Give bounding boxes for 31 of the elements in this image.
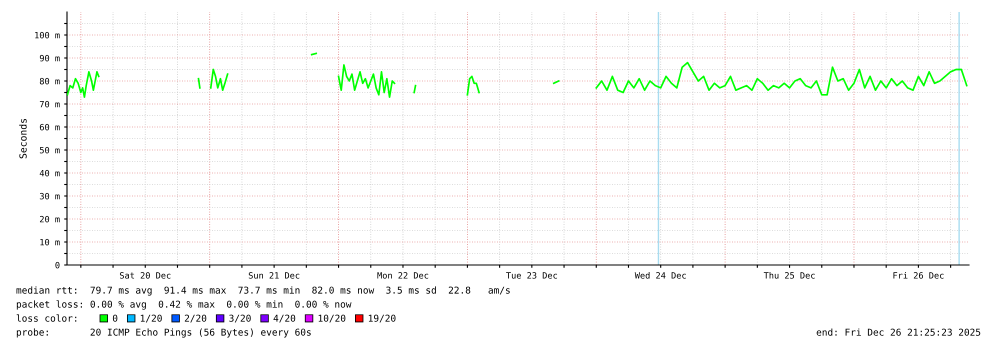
legend-label: 4/20	[274, 314, 296, 323]
x-tick-label: Thu 25 Dec	[764, 272, 815, 279]
y-tick-label: 20 m	[40, 216, 60, 222]
legend-title: loss color:	[16, 314, 76, 322]
text: end: Fri Dec 26 21:25:23 2025	[816, 328, 980, 336]
x-tick-label: Mon 22 Dec	[377, 272, 428, 279]
x-tick-label: Tue 23 Dec	[506, 272, 558, 279]
x-tick-label: Fri 26 Dec	[893, 272, 944, 279]
text: probe: 20 ICMP Echo Pings (56 Bytes) every 60s	[16, 328, 311, 338]
y-axis-title: Seconds	[19, 118, 27, 158]
x-tick-label: Sat 20 Dec	[120, 272, 170, 279]
legend-label: 3/20	[229, 314, 251, 323]
y-tick-label: 100 m	[35, 32, 60, 38]
legend-label: 1/20	[140, 314, 162, 323]
y-tick-label: 80 m	[40, 78, 60, 84]
y-tick-label: 10 m	[40, 238, 60, 246]
y-tick-label: 50 m	[40, 146, 60, 154]
legend-label: 10/20	[318, 314, 346, 323]
legend-label: 2/20	[184, 314, 206, 323]
x-tick-label: Wed 24 Dec	[634, 272, 686, 279]
y-tick-label: 70 m	[40, 100, 60, 108]
text: packet loss: 0.00 % avg 0.42 % max 0.00 % min 0.00 % now	[16, 300, 352, 310]
x-tick-label: Sun 21 Dec	[248, 272, 300, 279]
y-tick-label: 60 m	[40, 124, 60, 130]
y-tick-label: 40 m	[40, 170, 60, 176]
y-tick-label: 90 m	[40, 54, 60, 62]
text: median rtt: 79.7 ms avg 91.4 ms max 73.7 ms min 82.0 ms now 3.5 ms sd 22.8 am/s	[16, 286, 510, 296]
legend-label: 0	[112, 314, 118, 322]
y-tick-label: 0	[55, 262, 60, 268]
legend-label: 19/20	[368, 314, 396, 323]
y-tick-label: 30 m	[40, 192, 60, 200]
